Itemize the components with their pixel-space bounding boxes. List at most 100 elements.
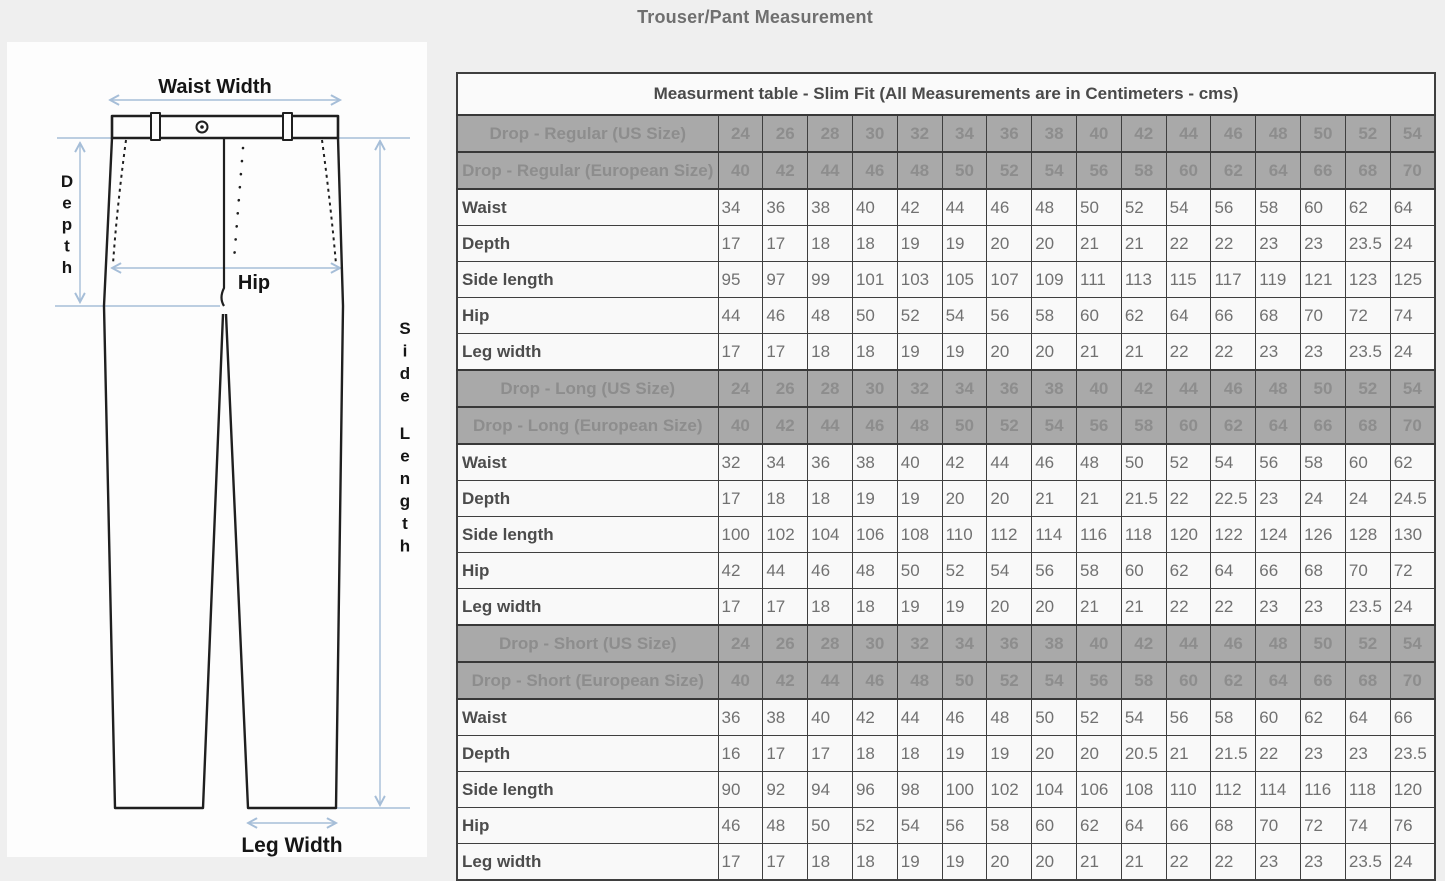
- value-cell: 120: [1165, 516, 1212, 553]
- table-row: Hip 42 44 46 48 50 52 54 56 58 60 62 64 66 68 70 72: [456, 552, 1436, 589]
- value-cell: 60: [1076, 297, 1122, 334]
- eu-size-cell: 54: [1031, 661, 1077, 700]
- table-title-row: Measurment table - Slim Fit (All Measure…: [456, 72, 1436, 116]
- value-cell: 19: [851, 480, 898, 517]
- eu-size-cell: 60: [1165, 151, 1212, 190]
- value-cell: 100: [717, 516, 764, 553]
- us-size-cell: 50: [1300, 114, 1346, 153]
- belt-loop-left: [150, 112, 161, 141]
- svg-text:t: t: [64, 237, 70, 256]
- value-cell: 50: [896, 552, 943, 589]
- value-cell: 101: [851, 261, 898, 298]
- value-cell: 99: [807, 261, 853, 298]
- value-cell: 50: [851, 297, 898, 334]
- eu-size-cell: 40: [717, 661, 764, 700]
- value-cell: 46: [941, 698, 988, 736]
- table-row: Depth 16 17 17 18 18 19 19 20 20 20.5 21 21.5 22 23 23 2…: [456, 735, 1436, 772]
- value-cell: 106: [851, 516, 898, 553]
- us-size-cell: 24: [717, 369, 764, 408]
- us-size-cell: 36: [986, 114, 1033, 153]
- trouser-diagram: Waist Width Hip Leg Width Depth SideLeng…: [55, 76, 411, 857]
- value-cell: 62: [1344, 188, 1391, 226]
- value-cell: 64: [1344, 698, 1391, 736]
- eu-size-cell: 68: [1344, 151, 1391, 190]
- value-cell: 20: [1031, 225, 1077, 262]
- value-cell: 92: [762, 771, 809, 808]
- value-cell: 17: [762, 735, 809, 772]
- value-cell: 116: [1300, 771, 1346, 808]
- us-size-cell: 52: [1344, 624, 1391, 663]
- value-cell: 124: [1255, 516, 1302, 553]
- value-cell: 48: [807, 297, 853, 334]
- value-cell: 100: [941, 771, 988, 808]
- size-header-row: Drop - Short (US Size) 24 26 28 30 32 34 36 38 40…: [456, 624, 1436, 663]
- svg-text:h: h: [400, 537, 410, 556]
- value-cell: 22.5: [1210, 480, 1257, 517]
- table-row: Side length 90 92 94 96 98 100 102 104 106 108 110 1…: [456, 771, 1436, 808]
- value-cell: 42: [851, 698, 898, 736]
- value-cell: 118: [1344, 771, 1391, 808]
- eu-size-cell: 58: [1120, 406, 1167, 445]
- value-cell: 115: [1165, 261, 1212, 298]
- value-cell: 18: [762, 480, 809, 517]
- value-cell: 21: [1076, 333, 1122, 371]
- value-cell: 58: [1031, 297, 1077, 334]
- value-cell: 70: [1300, 297, 1346, 334]
- value-cell: 38: [851, 443, 898, 481]
- value-cell: 126: [1300, 516, 1346, 553]
- eu-size-cell: 56: [1076, 661, 1122, 700]
- value-cell: 72: [1344, 297, 1391, 334]
- size-header-row: Drop - Long (European Size) 40 42 44 46 48 50 5…: [456, 406, 1436, 445]
- table-row: Side length 100 102 104 106 108 110 112 114 116 11…: [456, 516, 1436, 553]
- eu-size-cell: 70: [1389, 151, 1436, 190]
- value-cell: 21: [1031, 480, 1077, 517]
- eu-size-cell: 50: [941, 661, 988, 700]
- us-size-cell: 54: [1389, 624, 1436, 663]
- value-cell: 18: [807, 843, 853, 881]
- us-size-cell: 26: [762, 369, 809, 408]
- value-cell: 23.5: [1344, 843, 1391, 881]
- value-cell: 109: [1031, 261, 1077, 298]
- value-cell: 40: [896, 443, 943, 481]
- row-label: Depth: [456, 480, 719, 517]
- value-cell: 56: [1031, 552, 1077, 589]
- value-cell: 56: [986, 297, 1033, 334]
- value-cell: 116: [1076, 516, 1122, 553]
- value-cell: 21: [1165, 735, 1212, 772]
- eu-size-cell: 50: [941, 151, 988, 190]
- us-size-cell: 48: [1255, 114, 1302, 153]
- eu-size-cell: 42: [762, 151, 809, 190]
- eu-size-cell: 58: [1120, 151, 1167, 190]
- us-size-cell: 46: [1210, 624, 1257, 663]
- value-cell: 54: [896, 807, 943, 844]
- us-size-cell: 42: [1120, 114, 1167, 153]
- eu-size-cell: 52: [986, 151, 1033, 190]
- belt-loop-right: [282, 112, 293, 141]
- us-size-cell: 34: [941, 114, 988, 153]
- size-header-row: Drop - Long (US Size) 24 26 28 30 32 34 36 38 40 4…: [456, 369, 1436, 408]
- value-cell: 18: [851, 225, 898, 262]
- value-cell: 17: [717, 225, 764, 262]
- table-row: Hip 46 48 50 52 54 56 58 60 62 64 66 68 70 72 74 76: [456, 807, 1436, 844]
- value-cell: 54: [1210, 443, 1257, 481]
- value-cell: 40: [851, 188, 898, 226]
- value-cell: 18: [807, 333, 853, 371]
- eu-size-cell: 64: [1255, 661, 1302, 700]
- value-cell: 23: [1300, 588, 1346, 626]
- value-cell: 23.5: [1344, 225, 1391, 262]
- row-label: Waist: [456, 188, 719, 226]
- value-cell: 60: [1255, 698, 1302, 736]
- hip-label: Hip: [238, 272, 270, 294]
- us-size-cell: 52: [1344, 114, 1391, 153]
- value-cell: 38: [807, 188, 853, 226]
- value-cell: 50: [807, 807, 853, 844]
- drop-us-label: Drop - Regular (US Size): [456, 114, 719, 153]
- value-cell: 19: [941, 333, 988, 371]
- eu-size-cell: 46: [851, 406, 898, 445]
- svg-text:e: e: [400, 447, 409, 466]
- svg-text:t: t: [402, 514, 408, 533]
- value-cell: 22: [1165, 588, 1212, 626]
- us-size-cell: 40: [1076, 624, 1122, 663]
- value-cell: 20: [1031, 735, 1077, 772]
- eu-size-cell: 52: [986, 661, 1033, 700]
